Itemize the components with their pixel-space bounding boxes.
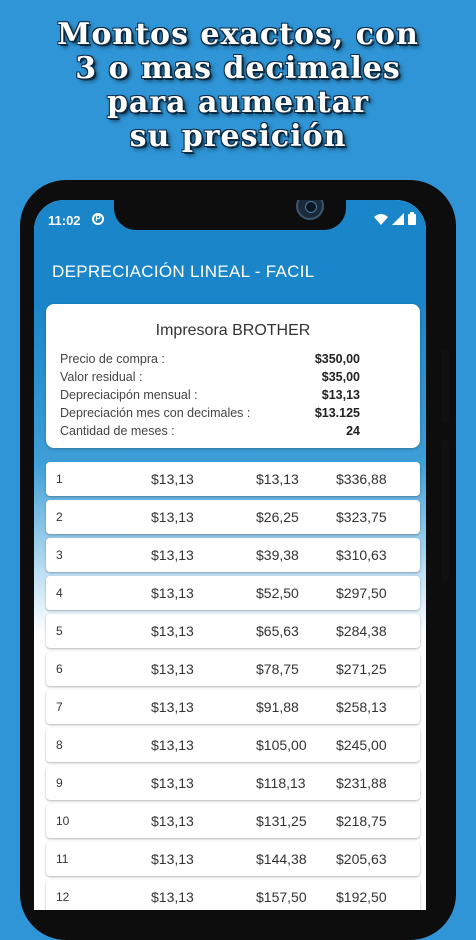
book-value-cell: $231,88 — [336, 775, 387, 791]
monthly-amount-cell: $13,13 — [151, 547, 194, 563]
book-value-cell: $297,50 — [336, 585, 387, 601]
summary-label: Cantidad de meses : — [60, 424, 175, 438]
monthly-amount-cell: $13,13 — [151, 623, 194, 639]
table-row[interactable]: 5 $13,13 $65,63 $284,38 — [46, 614, 420, 648]
accumulated-depreciation-cell: $65,63 — [256, 623, 299, 639]
summary-row-purchase-price: Precio de compra : $350,00 — [60, 352, 360, 369]
book-value-cell: $205,63 — [336, 851, 387, 867]
summary-value: 24 — [346, 424, 360, 438]
table-row[interactable]: 8 $13,13 $105,00 $245,00 — [46, 728, 420, 762]
phone-screen: 11:02 P DEPRECIACIÓN LINEAL - FACIL Impr… — [34, 200, 426, 910]
book-value-cell: $336,88 — [336, 471, 387, 487]
month-number-cell: 7 — [56, 700, 63, 714]
summary-value: $13,13 — [321, 388, 360, 402]
summary-value: $13.125 — [314, 406, 360, 420]
month-number-cell: 10 — [56, 814, 70, 828]
summary-row-monthly-depreciation-decimals: Depreciación mes con decimales : $13.125 — [60, 406, 360, 423]
monthly-amount-cell: $13,13 — [151, 775, 194, 791]
app-title: DEPRECIACIÓN LINEAL - FACIL — [52, 262, 315, 281]
power-button — [441, 440, 449, 580]
accumulated-depreciation-cell: $13,13 — [256, 471, 299, 487]
status-time: 11:02 — [48, 213, 81, 228]
month-number-cell: 5 — [56, 624, 63, 638]
book-value-cell: $245,00 — [336, 737, 387, 753]
accumulated-depreciation-cell: $91,88 — [256, 699, 299, 715]
book-value-cell: $192,50 — [336, 889, 387, 905]
promo-line-4: su presición — [129, 119, 347, 154]
table-row[interactable]: 7 $13,13 $91,88 $258,13 — [46, 690, 420, 724]
monthly-amount-cell: $13,13 — [151, 813, 194, 829]
accumulated-depreciation-cell: $118,13 — [256, 775, 306, 791]
accumulated-depreciation-cell: $39,38 — [256, 547, 299, 563]
status-bar: 11:02 P — [34, 200, 426, 240]
table-row[interactable]: 12 $13,13 $157,50 $192,50 — [46, 880, 420, 910]
summary-card: Impresora BROTHER Precio de compra : $35… — [46, 304, 420, 448]
app-bar: 11:02 P DEPRECIACIÓN LINEAL - FACIL — [34, 200, 426, 304]
month-number-cell: 12 — [56, 890, 70, 904]
monthly-amount-cell: $13,13 — [151, 585, 194, 601]
month-number-cell: 4 — [56, 586, 63, 600]
accumulated-depreciation-cell: $144,38 — [256, 851, 307, 867]
promo-headline: Montos exactos, con 3 o mas decimales pa… — [0, 18, 476, 154]
month-number-cell: 1 — [56, 472, 63, 486]
book-value-cell: $258,13 — [336, 699, 387, 715]
accumulated-depreciation-cell: $157,50 — [256, 889, 307, 905]
month-number-cell: 9 — [56, 776, 63, 790]
status-icons — [374, 212, 416, 225]
parking-icon: P — [92, 213, 104, 225]
summary-value: $350,00 — [314, 352, 360, 366]
summary-row-months-count: Cantidad de meses : 24 — [60, 424, 360, 441]
month-number-cell: 6 — [56, 662, 63, 676]
summary-label: Precio de compra : — [60, 352, 165, 366]
table-row[interactable]: 3 $13,13 $39,38 $310,63 — [46, 538, 420, 572]
monthly-amount-cell: $13,13 — [151, 889, 194, 905]
accumulated-depreciation-cell: $105,00 — [256, 737, 307, 753]
table-row[interactable]: 1 $13,13 $13,13 $336,88 — [46, 462, 420, 496]
camera-icon — [296, 200, 324, 220]
month-number-cell: 3 — [56, 548, 63, 562]
month-number-cell: 2 — [56, 510, 63, 524]
promo-line-3: para aumentar — [106, 85, 370, 120]
signal-icon — [392, 212, 404, 225]
summary-row-monthly-depreciation: Depreciacipón mensual : $13,13 — [60, 388, 360, 405]
accumulated-depreciation-cell: $78,75 — [256, 661, 299, 677]
book-value-cell: $218,75 — [336, 813, 387, 829]
camera-notch — [114, 200, 346, 230]
book-value-cell: $284,38 — [336, 623, 387, 639]
book-value-cell: $310,63 — [336, 547, 387, 563]
accumulated-depreciation-cell: $52,50 — [256, 585, 299, 601]
summary-value: $35,00 — [321, 370, 360, 384]
summary-label: Depreciación mes con decimales : — [60, 406, 251, 420]
book-value-cell: $271,25 — [336, 661, 387, 677]
depreciation-table: 1 $13,13 $13,13 $336,88 2 $13,13 $26,25 $323,75… — [46, 462, 420, 910]
monthly-amount-cell: $13,13 — [151, 851, 194, 867]
table-row[interactable]: 6 $13,13 $78,75 $271,25 — [46, 652, 420, 686]
accumulated-depreciation-cell: $131,25 — [256, 813, 307, 829]
accumulated-depreciation-cell: $26,25 — [256, 509, 299, 525]
monthly-amount-cell: $13,13 — [151, 737, 194, 753]
monthly-amount-cell: $13,13 — [151, 509, 194, 525]
table-row[interactable]: 2 $13,13 $26,25 $323,75 — [46, 500, 420, 534]
summary-label: Depreciacipón mensual : — [60, 388, 198, 402]
summary-label: Valor residual : — [60, 370, 143, 384]
volume-button — [441, 350, 449, 422]
book-value-cell: $323,75 — [336, 509, 387, 525]
promo-line-1: Montos exactos, con — [57, 17, 419, 52]
wifi-icon — [374, 213, 388, 225]
promo-line-2: 3 o mas decimales — [75, 51, 401, 86]
month-number-cell: 11 — [56, 852, 69, 866]
battery-icon — [408, 212, 416, 225]
month-number-cell: 8 — [56, 738, 63, 752]
table-row[interactable]: 11 $13,13 $144,38 $205,63 — [46, 842, 420, 876]
table-row[interactable]: 4 $13,13 $52,50 $297,50 — [46, 576, 420, 610]
summary-row-residual-value: Valor residual : $35,00 — [60, 370, 360, 387]
monthly-amount-cell: $13,13 — [151, 661, 194, 677]
asset-name: Impresora BROTHER — [155, 322, 311, 339]
table-row[interactable]: 9 $13,13 $118,13 $231,88 — [46, 766, 420, 800]
monthly-amount-cell: $13,13 — [151, 699, 194, 715]
monthly-amount-cell: $13,13 — [151, 471, 194, 487]
table-row[interactable]: 10 $13,13 $131,25 $218,75 — [46, 804, 420, 838]
